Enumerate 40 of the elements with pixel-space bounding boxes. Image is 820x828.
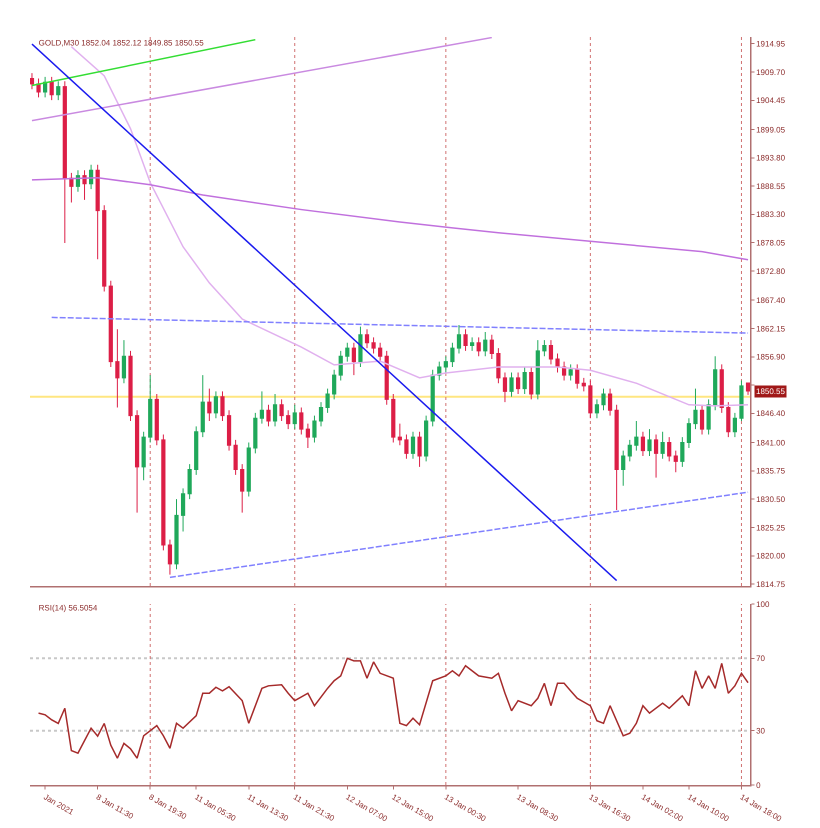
y-tick-label: 1825.25 <box>756 523 786 532</box>
y-tick-label: 1814.75 <box>756 580 786 589</box>
x-tick-label: 13 Jan 08:30 <box>515 792 560 824</box>
y-tick-label: 30 <box>756 726 766 736</box>
y-tick-label: 1862.15 <box>756 324 786 334</box>
y-tick-label: 0 <box>756 780 762 790</box>
y-tick-label: 1846.40 <box>756 409 786 418</box>
y-tick-label: 100 <box>756 600 770 609</box>
y-tick-label: 1835.75 <box>756 466 786 476</box>
y-tick-label: 1883.30 <box>756 210 786 220</box>
y-tick-label: 1878.05 <box>756 238 786 248</box>
y-tick-label: 1856.90 <box>756 352 786 362</box>
x-tick-label: 13 Jan 16:30 <box>587 792 632 824</box>
x-tick-label: 14 Jan 02:00 <box>640 792 685 824</box>
x-tick-label: 13 Jan 00:30 <box>442 792 488 824</box>
x-tick-label: 8 Jan 19:30 <box>147 792 188 822</box>
x-tick-label: Jan 2021 <box>42 792 76 818</box>
y-tick-label: 1893.80 <box>756 154 786 163</box>
x-tick-label: 8 Jan 11:30 <box>94 792 136 822</box>
text: 1850.55 <box>756 387 786 396</box>
x-tick-label: 11 Jan 21:30 <box>292 792 336 824</box>
y-tick-label: 1872.80 <box>756 266 786 276</box>
x-tick-label: 14 Jan 10:00 <box>686 792 731 824</box>
y-tick-label: 1820.00 <box>756 552 786 561</box>
x-tick-label: 11 Jan 05:30 <box>193 792 238 824</box>
y-tick-label: 1909.70 <box>756 68 786 77</box>
x-tick-label: 12 Jan 07:00 <box>344 792 390 824</box>
y-tick-label: 1830.50 <box>756 494 786 504</box>
y-tick-label: 1899.05 <box>756 125 786 134</box>
y-tick-label: 1841.00 <box>756 438 786 448</box>
x-tick-label: 12 Jan 15:00 <box>390 792 436 824</box>
y-tick-label: 70 <box>756 654 766 664</box>
y-tick-label: 1914.95 <box>756 40 786 49</box>
y-tick-label: 1888.55 <box>756 182 786 191</box>
x-tick-label: 14 Jan 18:00 <box>738 792 784 824</box>
chart-title: RSI(14) 56.5054 <box>38 604 98 613</box>
y-tick-label: 1904.45 <box>756 96 786 106</box>
y-tick-label: 1867.40 <box>756 296 786 305</box>
chart-title: GOLD,M30 1852.04 1852.12 1849.85 1850.55 <box>38 38 204 48</box>
x-tick-label: 11 Jan 13:30 <box>246 792 290 824</box>
